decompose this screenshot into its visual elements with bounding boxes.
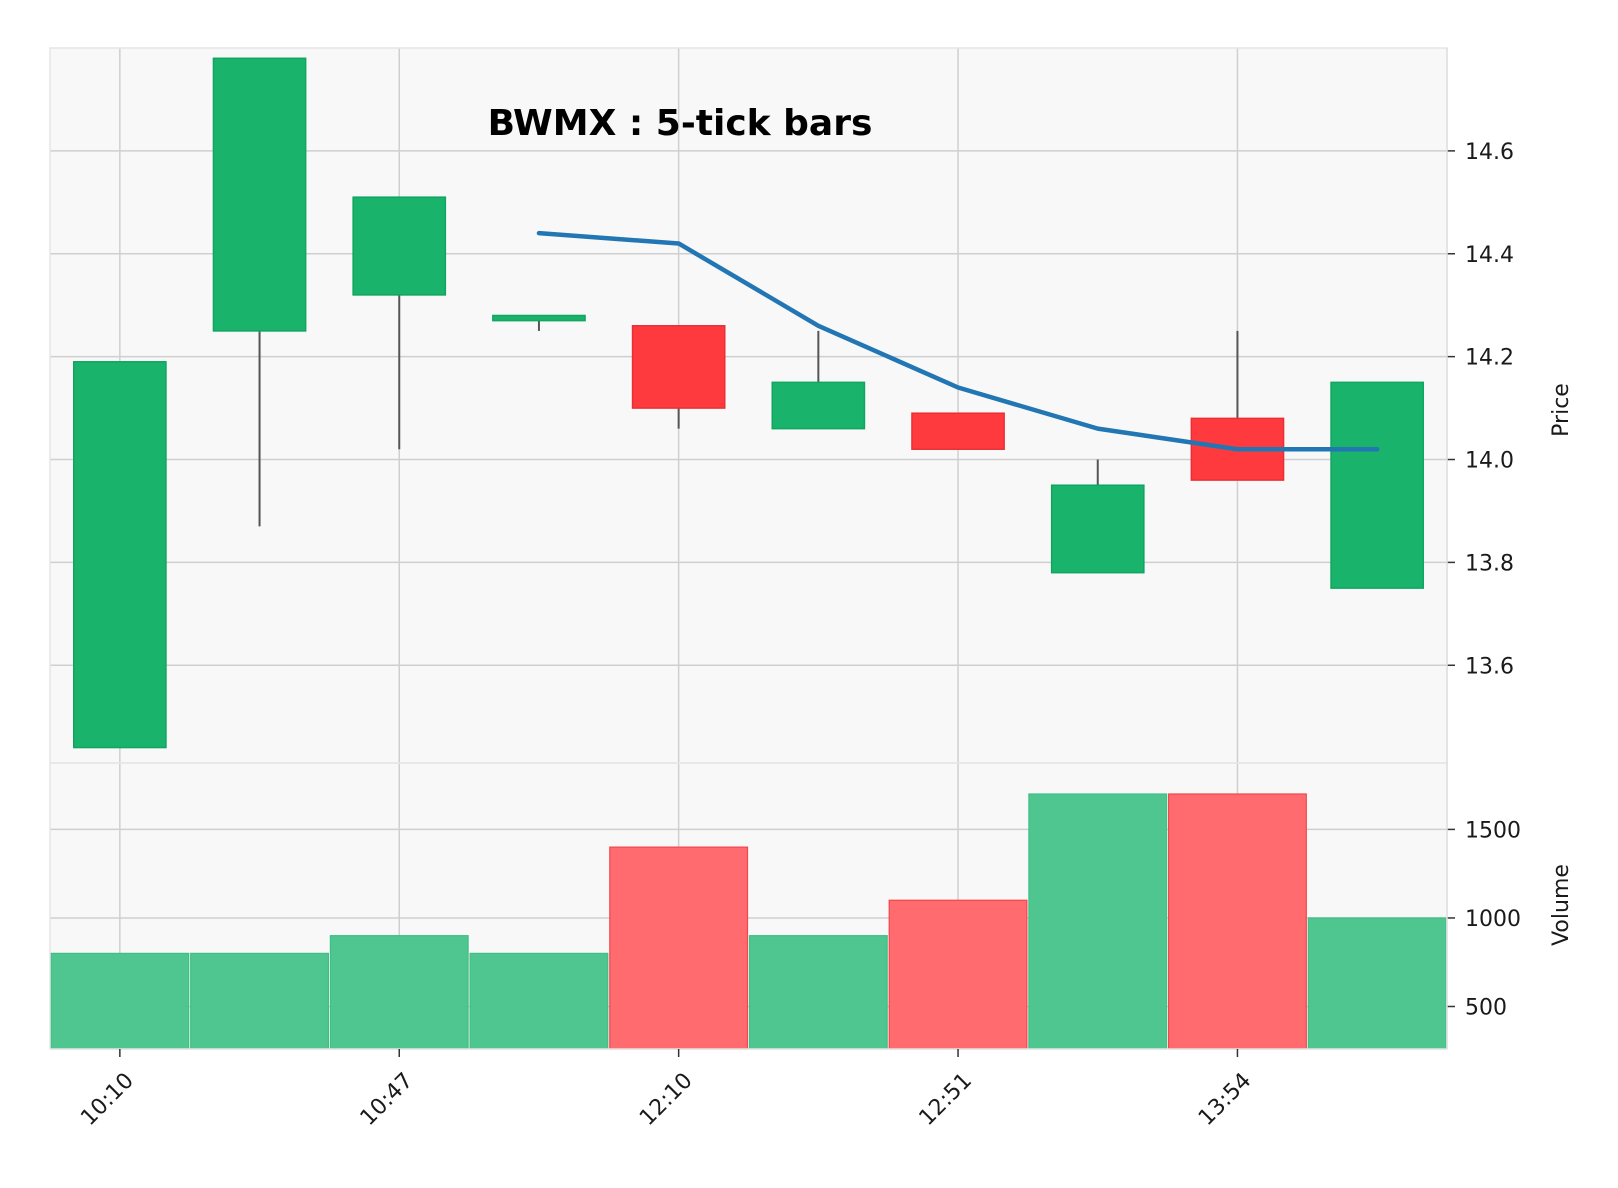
price-tick-label: 14.6 [1465, 140, 1514, 165]
candle-body-up [352, 196, 447, 296]
candle-body-up [1050, 484, 1145, 574]
candle-body-down [911, 412, 1005, 450]
candle-body-down [631, 325, 726, 409]
moving-average-line [536, 230, 1380, 452]
volume-bar [888, 899, 1028, 1050]
volume-bars [50, 793, 1447, 1050]
candle-body-up [771, 381, 866, 430]
volume-bar [50, 952, 190, 1050]
volume-bar [609, 846, 749, 1050]
price-tick-label: 13.6 [1465, 654, 1514, 679]
volume-bar [190, 952, 329, 1050]
x-tick-label: 12:51 [915, 1068, 978, 1131]
x-tick-label: 10:10 [76, 1068, 139, 1131]
candle-body-up [212, 57, 307, 332]
volume-bar [329, 935, 469, 1050]
x-tick-label: 10:47 [356, 1068, 419, 1131]
candle-body-up [492, 314, 586, 322]
price-tick-label: 13.8 [1465, 551, 1514, 576]
moving-average-layer [536, 230, 1380, 452]
volume-tick-label: 500 [1465, 995, 1507, 1020]
candlesticks [72, 57, 1425, 749]
volume-bar [469, 952, 609, 1050]
x-tick-label: 13:54 [1194, 1068, 1257, 1131]
price-tick-label: 14.2 [1465, 346, 1514, 371]
volume-tick-label: 1000 [1465, 907, 1521, 932]
x-tick-label: 12:10 [635, 1068, 698, 1131]
volume-axis-label: Volume [1549, 864, 1574, 946]
price-axis-label: Price [1549, 383, 1574, 437]
volume-bar [1307, 917, 1447, 1050]
candle-body-up [72, 361, 167, 749]
price-tick-label: 14.0 [1465, 449, 1514, 474]
volume-bar [1028, 793, 1168, 1050]
price-tick-label: 14.4 [1465, 243, 1514, 268]
volume-tick-label: 1500 [1465, 818, 1521, 843]
volume-bar [748, 935, 888, 1050]
chart-title: BWMX : 5-tick bars [488, 103, 873, 144]
volume-bar [1167, 793, 1307, 1050]
candle-body-up [1330, 381, 1425, 589]
